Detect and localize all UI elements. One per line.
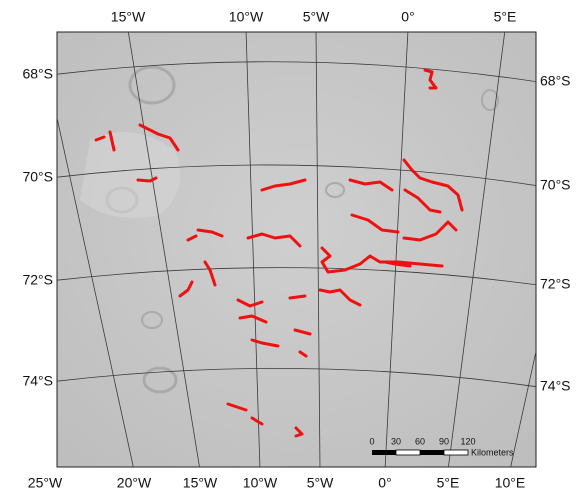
left-label: 72°S	[22, 272, 53, 288]
scale-segment	[444, 450, 468, 455]
scale-bar	[372, 450, 468, 455]
left-label: 70°S	[22, 169, 53, 185]
scale-label: 120	[460, 436, 475, 446]
right-label: 74°S	[540, 378, 571, 394]
bottom-label: 5°E	[437, 475, 460, 491]
scale-label: 30	[391, 436, 401, 446]
bottom-label: 15°W	[183, 475, 218, 491]
left-label: 68°S	[22, 66, 53, 82]
top-label: 10°W	[229, 9, 264, 25]
bottom-label: 5°W	[307, 475, 334, 491]
scale-label: 90	[439, 436, 449, 446]
top-label: 0°	[401, 9, 414, 25]
top-label: 15°W	[111, 9, 146, 25]
bottom-label: 20°W	[117, 475, 152, 491]
bottom-label: 0°	[378, 475, 391, 491]
left-label: 74°S	[22, 373, 53, 389]
right-label: 70°S	[540, 177, 571, 193]
bottom-label: 10°E	[495, 475, 526, 491]
map-figure: 15°W 10°W 5°W 0° 5°E 25°W 20°W 15°W 10°W 5°W 0° 5°E…	[0, 0, 578, 496]
right-label: 68°S	[540, 73, 571, 89]
scale-segment	[372, 450, 396, 455]
scale-segment	[420, 450, 444, 455]
top-label: 5°W	[303, 9, 330, 25]
right-label: 72°S	[540, 276, 571, 292]
map-frame	[57, 32, 536, 467]
scale-segment	[396, 450, 420, 455]
plateau	[80, 132, 180, 218]
bottom-label: 10°W	[243, 475, 278, 491]
scale-unit: Kilometers	[471, 447, 514, 457]
scale-label: 0	[369, 436, 374, 446]
bottom-label: 25°W	[28, 475, 63, 491]
top-label: 5°E	[494, 9, 517, 25]
scale-label: 60	[415, 436, 425, 446]
